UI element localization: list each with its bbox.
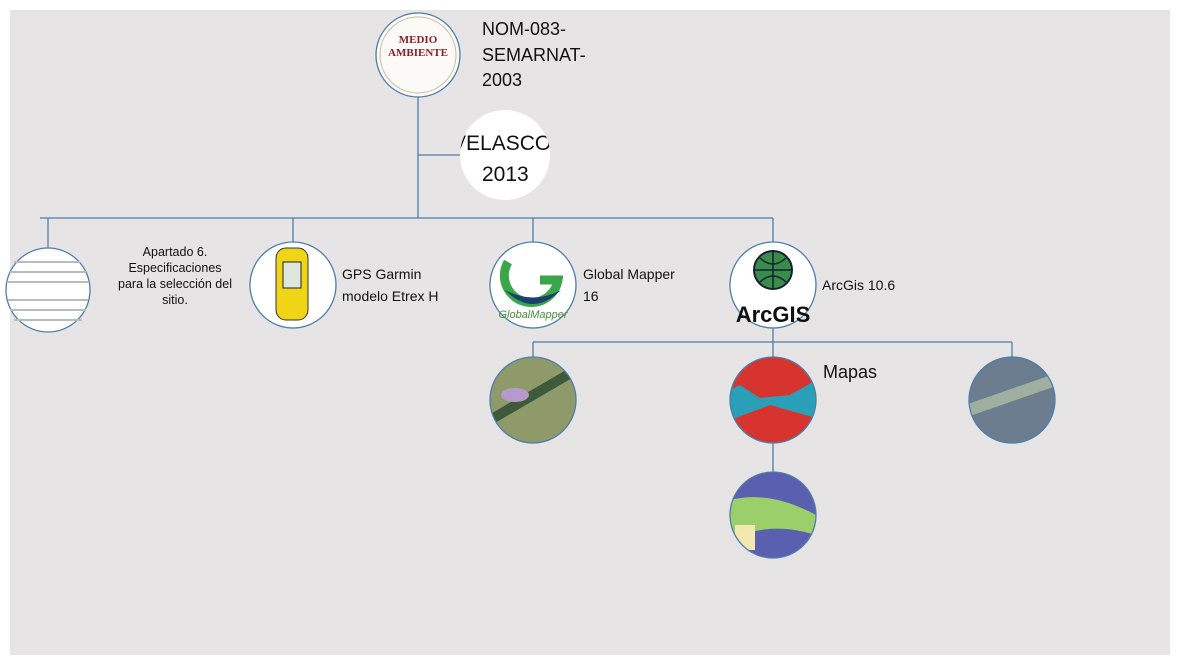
gps-screen — [283, 262, 301, 288]
maps-label: Mapas — [823, 362, 877, 382]
child-label: Global Mapper — [583, 266, 675, 282]
child-label: modelo Etrex H — [342, 288, 438, 304]
child-label: para la selección del — [118, 277, 232, 291]
logo-text: AMBIENTE — [388, 47, 448, 59]
child-label: sitio. — [162, 293, 188, 307]
logo-text: MEDIO — [399, 34, 438, 46]
child-label: 16 — [583, 288, 599, 304]
child-label: Especificaciones — [128, 261, 221, 275]
root-label: NOM-083- — [482, 19, 566, 39]
logo-text: GlobalMapper — [498, 309, 568, 321]
logo-text: ArcGIS — [736, 302, 811, 327]
note-label: 2013 — [482, 163, 529, 186]
child-label: ArcGis 10.6 — [822, 277, 895, 293]
note-label: VELASCO — [452, 132, 551, 155]
root-label: SEMARNAT- — [482, 45, 586, 65]
diagram: MEDIO AMBIENTE NOM-083- SEMARNAT- 2003 V… — [0, 0, 1179, 669]
child-label: GPS Garmin — [342, 266, 421, 282]
child-label: Apartado 6. — [143, 245, 208, 259]
note-node — [460, 110, 550, 200]
canvas — [10, 10, 1170, 655]
root-label: 2003 — [482, 70, 522, 90]
